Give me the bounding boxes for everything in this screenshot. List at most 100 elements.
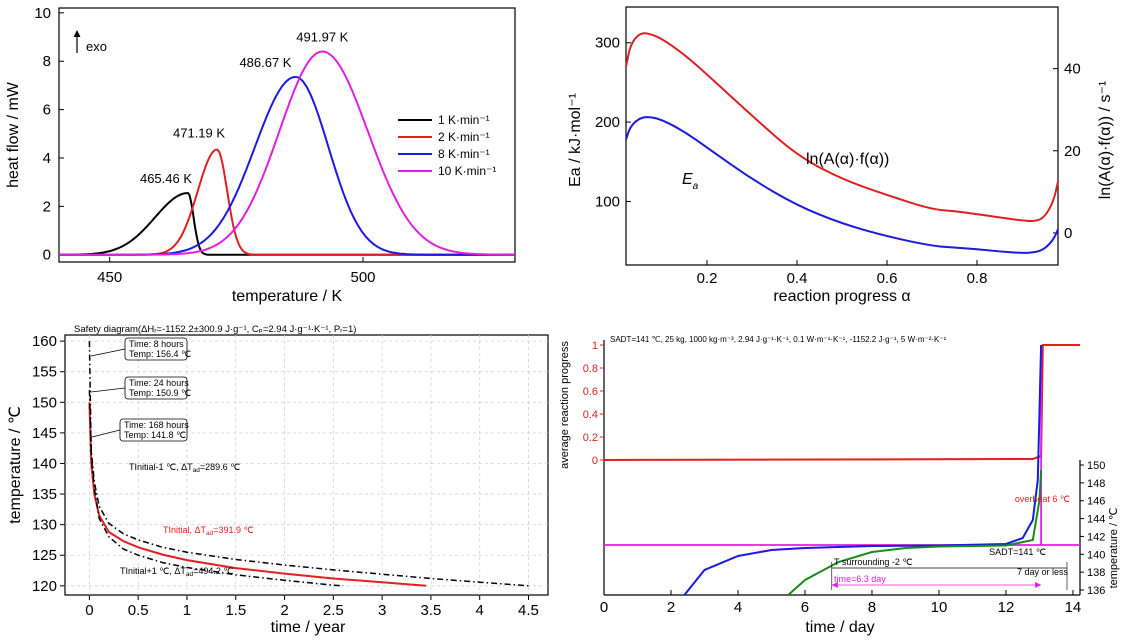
y-top-tick-label: 0.2 — [583, 432, 598, 444]
seven-day-label: 7 day or less — [1017, 567, 1069, 577]
x-tick-label: 4 — [734, 599, 742, 616]
x-tick-label: 2.5 — [323, 602, 344, 619]
callout-line1: Time: 24 hours — [129, 378, 189, 388]
y-right-tick-label: 146 — [1087, 496, 1105, 508]
callout-leader — [90, 387, 126, 393]
axis-ticks: 0 0.5 1 1.5 2 2.5 3 3.5 4 4.5 120 125 130 135 140 145 15… — [32, 333, 539, 619]
y-right-tick-label: 148 — [1087, 478, 1105, 490]
y-tick-label: 150 — [32, 394, 57, 411]
y-left-tick-label: 200 — [595, 114, 620, 131]
series-group — [625, 32, 1059, 254]
x-axis-title: time / year — [271, 619, 346, 636]
x-tick-label: 4.5 — [518, 602, 539, 619]
x-tick-label: 4 — [476, 602, 484, 619]
y-top-tick-label: 0 — [592, 455, 598, 467]
callout-line2: Temp: 150.9 ℃ — [129, 388, 191, 398]
sadt-label: SADT=141 ℃ — [989, 547, 1046, 557]
y-axis-left-title: Ea / kJ·mol⁻¹ — [567, 93, 584, 187]
label-part: TInitial+1 ℃, ΔT — [120, 566, 186, 576]
x-tick-label: 0.5 — [128, 602, 149, 619]
y-axis-right-title: temperature / ℃ — [1108, 508, 1120, 589]
x-tick-label: 0.6 — [877, 270, 898, 287]
y-tick-label: 135 — [32, 486, 57, 503]
axis-ticks: 450 500 0 2 4 6 8 10 — [34, 5, 375, 286]
series-line — [59, 50, 515, 256]
axis-ticks: 0.2 0.4 0.6 0.8 100 200 300 0 20 40 — [595, 35, 1081, 287]
peak-label: 486.67 K — [239, 55, 291, 70]
arrow-head-icon — [1035, 582, 1042, 588]
green-line — [787, 469, 1043, 596]
panel-activation-energy: 0.2 0.4 0.6 0.8 100 200 300 0 20 40 ln(A(α)·f(α))… — [567, 6, 1114, 305]
y-axis-title: temperature / ℃ — [7, 406, 24, 524]
x-tick-label: 500 — [350, 269, 375, 286]
y-right-tick-label: 142 — [1087, 531, 1105, 543]
y-top-tick-label: 0.4 — [583, 409, 598, 421]
x-tick-label: 1.5 — [225, 602, 246, 619]
arrow-head-icon — [831, 582, 838, 588]
series-group — [88, 341, 529, 587]
plot-frame — [625, 6, 1059, 266]
y-tick-label: 10 — [34, 5, 51, 22]
tinitial-plus-label: TInitial+1 ℃, ΔTad=494.2 ℃ — [120, 566, 234, 578]
callout-leader — [91, 429, 121, 438]
y-tick-label: 145 — [32, 425, 57, 442]
callout-line2: Temp: 141.8 ℃ — [124, 430, 186, 440]
x-tick-label: 2 — [667, 599, 675, 616]
callout-leader — [90, 348, 126, 357]
x-tick-label: 2 — [280, 602, 288, 619]
series-group — [59, 50, 515, 256]
y-right-tick-label: 138 — [1087, 567, 1105, 579]
y-right-tick-label: 144 — [1087, 514, 1105, 526]
series-group — [603, 344, 1080, 596]
y-tick-label: 2 — [43, 198, 51, 215]
x-tick-label: 0.8 — [967, 270, 988, 287]
peak-label: 491.97 K — [296, 30, 348, 45]
y-right-tick-label: 150 — [1087, 460, 1105, 472]
y-tick-label: 130 — [32, 517, 57, 534]
y-right-tick-label: 0 — [1064, 225, 1072, 242]
x-axis-title: temperature / K — [232, 288, 343, 305]
series-line — [88, 341, 344, 587]
x-tick-label: 0.2 — [697, 270, 718, 287]
x-tick-label: 12 — [998, 599, 1015, 616]
label-sub: ad — [193, 467, 201, 474]
x-tick-label: 1 — [183, 602, 191, 619]
x-tick-label: 450 — [97, 269, 122, 286]
label-part: TInitial-1 ℃, ΔT — [129, 462, 193, 472]
callout-line1: Time: 8 hours — [129, 339, 184, 349]
temperature-line — [683, 344, 1043, 596]
progress-line — [603, 344, 1080, 461]
x-tick-label: 3.5 — [420, 602, 441, 619]
exo-label: exo — [86, 39, 107, 54]
callout-box — [119, 418, 188, 442]
y-right-tick-label: 40 — [1064, 61, 1081, 78]
x-axis-title: reaction progress α — [773, 288, 910, 305]
series-line — [88, 402, 427, 587]
legend-label: 1 K·min⁻¹ — [438, 113, 490, 127]
y-left-tick-label: 100 — [595, 193, 620, 210]
x-tick-label: 6 — [801, 599, 809, 616]
exo-arrow-head-icon — [73, 30, 81, 37]
y-tick-label: 0 — [43, 247, 51, 264]
x-tick-label: 0 — [600, 599, 608, 616]
panel-safety-diagram: 0 0.5 1 1.5 2 2.5 3 3.5 4 4.5 120 125 130 135 140 145 15… — [7, 324, 549, 636]
exo-marker: exo — [73, 30, 107, 54]
plot-frame — [64, 334, 549, 596]
overheat-label: overheat 6 ℃ — [1015, 494, 1070, 504]
y-top-tick-label: 0.6 — [583, 386, 598, 398]
label-part: TInitial, ΔT — [163, 525, 207, 535]
legend-label: 2 K·min⁻¹ — [438, 130, 490, 144]
tinitial-minus-label: TInitial-1 ℃, ΔTad=289.6 ℃ — [129, 462, 240, 474]
axes: 00.20.40.60.810 2 4 6 8 10 12 14136138140142144… — [583, 340, 1105, 616]
callout-box — [124, 337, 188, 361]
y-tick-label: 140 — [32, 455, 57, 472]
y-right-tick-label: 20 — [1064, 143, 1081, 160]
peak-label: 465.46 K — [140, 171, 192, 186]
y-left-tick-label: 300 — [595, 35, 620, 52]
callout-line1: Time: 168 hours — [124, 420, 189, 430]
panel-heat-flow: 450 500 0 2 4 6 8 10 465.46 K 471.19 K 486.67 K 49… — [5, 5, 516, 305]
series-line — [88, 390, 529, 587]
y-axis-title: heat flow / mW — [5, 81, 22, 188]
label-sub: ad — [186, 571, 194, 578]
series-line — [59, 192, 515, 256]
